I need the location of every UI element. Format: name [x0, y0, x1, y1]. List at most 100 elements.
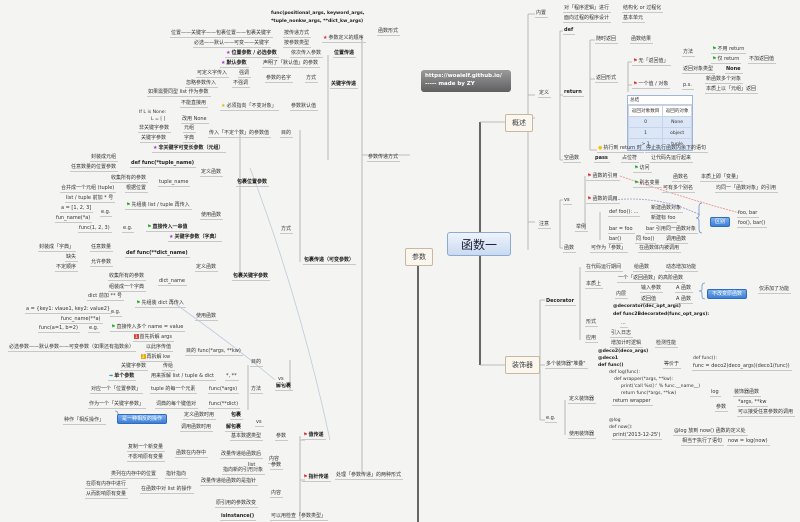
topic-params[interactable]: 参数: [405, 248, 433, 266]
mindmap-node-params[interactable]: 先组装 dict 再传入: [135, 300, 186, 308]
mindmap-node-params[interactable]: *tuple_nonkw_args, **dict_kw_args): [271, 19, 364, 24]
mindmap-node-decorator[interactable]: def func():: [693, 356, 717, 361]
mindmap-node-params[interactable]: e.g.: [100, 209, 113, 217]
mindmap-node-params[interactable]: 使用函数: [200, 212, 224, 220]
mindmap-node-params[interactable]: 非关键字参数: [138, 125, 172, 133]
mindmap-node-decorator[interactable]: log: [710, 389, 721, 397]
mindmap-node-params[interactable]: 必选——默认——可变——关键字: [193, 40, 272, 48]
mindmap-node-params[interactable]: 收集所有的参数: [108, 273, 147, 281]
mindmap-node-params[interactable]: 函数在内存中: [175, 450, 209, 458]
mindmap-node-overview[interactable]: pass: [594, 155, 610, 163]
mindmap-node-params[interactable]: 如果需要同型 list 作为参数: [147, 89, 211, 97]
mindmap-node-params[interactable]: 位置参数 / 必选参数: [225, 50, 279, 58]
mindmap-node-decorator[interactable]: 定义装饰器: [568, 396, 597, 404]
mindmap-node-params[interactable]: 直接传入多个 name = value: [110, 324, 186, 332]
mindmap-node-params[interactable]: 可以用检查「参数类型」: [270, 513, 329, 521]
mindmap-node-decorator[interactable]: func = deco2(deco_args)(deco1(func)): [692, 363, 792, 371]
mindmap-node-params[interactable]: list: [247, 462, 258, 470]
mindmap-node-notes[interactable]: 同 foo(): [635, 236, 657, 244]
mindmap-node-params[interactable]: 方法: [250, 386, 264, 394]
mindmap-node-params[interactable]: 从而影响原有变量: [85, 491, 129, 499]
mindmap-node-params[interactable]: 原引用的参数改变: [215, 500, 259, 508]
mindmap-node-decorator[interactable]: A 函数: [675, 285, 694, 293]
mindmap-node-params[interactable]: 不强调: [232, 80, 251, 88]
mindmap-node-params[interactable]: def func(*tuple_name): [130, 160, 196, 168]
mindmap-node-decorator[interactable]: 动态增加功能: [665, 264, 699, 272]
mindmap-node-decorator[interactable]: ...: [620, 320, 628, 328]
mindmap-node-decorator[interactable]: 相当于执行了语句: [681, 438, 725, 446]
mindmap-node-notes[interactable]: 注意: [538, 221, 552, 229]
mindmap-node-params[interactable]: vs: [255, 419, 264, 427]
mindmap-node-params[interactable]: 在函数中对 list 的操作: [140, 486, 194, 494]
mindmap-node-notes[interactable]: 调用函数: [665, 236, 689, 244]
mindmap-node-params[interactable]: 关键字参数（字典）: [168, 234, 222, 242]
mindmap-node-decorator[interactable]: 可以接受任意参数的调用: [737, 409, 796, 417]
mindmap-node-params[interactable]: 包裹: [230, 412, 244, 420]
mindmap-node-params[interactable]: 直接传入一串值: [146, 224, 190, 232]
mindmap-node-overview[interactable]: 无「返回值」: [632, 58, 671, 66]
mindmap-node-params[interactable]: 在原有内存中进行: [85, 481, 129, 489]
mindmap-node-params[interactable]: tuple_name: [158, 179, 191, 187]
mindmap-node-notes[interactable]: bar(): [608, 236, 624, 244]
mindmap-node-params[interactable]: *, **: [225, 373, 239, 381]
mindmap-node-params[interactable]: 定义函数: [200, 169, 224, 177]
mindmap-node-notes[interactable]: 函数名: [672, 174, 691, 182]
mindmap-node-params[interactable]: 单个参数: [108, 373, 137, 381]
mindmap-node-params[interactable]: 必须指向「不变对象」: [220, 103, 279, 111]
mindmap-node-notes[interactable]: bar 引用同一函数对象: [645, 226, 698, 234]
center-topic[interactable]: 函数一: [447, 232, 511, 256]
mindmap-node-overview[interactable]: 不用 return: [711, 46, 747, 54]
mindmap-node-notes[interactable]: 函数的引用: [586, 173, 620, 181]
mindmap-node-notes[interactable]: 新建标 foo: [650, 215, 678, 223]
mindmap-node-overview[interactable]: 定义: [538, 90, 552, 98]
mindmap-node-params[interactable]: 按传递方式: [283, 30, 312, 38]
mindmap-node-params[interactable]: 字典: [183, 135, 197, 143]
mindmap-node-overview[interactable]: 执行到 return 时: [597, 145, 644, 153]
mindmap-node-params[interactable]: 位置传递: [333, 50, 357, 58]
mindmap-node-decorator[interactable]: now = log(now): [727, 438, 770, 446]
mindmap-node-overview[interactable]: 内置: [535, 10, 549, 18]
mindmap-node-params[interactable]: 是一种相反的操作: [117, 414, 168, 424]
mindmap-node-params[interactable]: dict_name: [158, 278, 187, 286]
mindmap-node-decorator[interactable]: def wrapper(*args, **kw):: [614, 377, 674, 382]
mindmap-node-overview[interactable]: 新函数多个对象: [705, 76, 744, 84]
mindmap-node-params[interactable]: 用来拆解 list / tuple & dict: [150, 373, 216, 381]
mindmap-node-decorator[interactable]: @decorator(dec_opt_args): [613, 304, 681, 309]
mindmap-node-params[interactable]: 传给: [162, 363, 176, 371]
mindmap-node-params[interactable]: 再拆解 kw: [140, 354, 173, 362]
mindmap-node-overview[interactable]: 面向过程的程序设计: [563, 15, 612, 23]
mindmap-node-params[interactable]: 依次传入参数: [290, 50, 324, 58]
mindmap-node-params[interactable]: 指针传递: [302, 474, 331, 482]
mindmap-node-params[interactable]: 解包裹: [275, 383, 294, 391]
mindmap-node-decorator[interactable]: 检测性能: [655, 340, 679, 348]
mindmap-node-params[interactable]: 内容: [270, 490, 284, 498]
mindmap-node-decorator[interactable]: return wrapper: [612, 398, 653, 406]
mindmap-node-params[interactable]: 复制一个新变量: [127, 444, 166, 452]
mindmap-node-params[interactable]: 封装成元组: [90, 154, 119, 162]
mindmap-node-decorator[interactable]: 不改变原函数: [707, 289, 748, 299]
mindmap-node-params[interactable]: 指针指向: [165, 471, 189, 479]
mindmap-node-decorator[interactable]: 引入日志: [610, 330, 634, 338]
mindmap-node-params[interactable]: 先组装 list / tuple 再传入: [125, 202, 192, 210]
mindmap-node-params[interactable]: 允许参数: [90, 259, 114, 267]
mindmap-node-params[interactable]: a = {key1: vlaue1, key2: value2}: [25, 306, 113, 314]
mindmap-node-params[interactable]: 组装成一个字典: [108, 284, 147, 292]
mindmap-node-params[interactable]: 参数定义的顺序: [322, 35, 366, 43]
mindmap-node-params[interactable]: 指向新的引用对象: [222, 467, 266, 475]
mindmap-node-decorator[interactable]: 内层: [615, 291, 629, 299]
mindmap-node-decorator[interactable]: Decorator: [545, 298, 577, 306]
mindmap-node-overview[interactable]: 本质上以「元组」返回: [705, 86, 759, 94]
mindmap-node-params[interactable]: 不影响原有变量: [127, 454, 166, 462]
mindmap-node-notes[interactable]: 区别: [710, 217, 731, 227]
mindmap-node-params[interactable]: 解包裹: [225, 424, 244, 432]
mindmap-node-notes[interactable]: def foo(): ...: [608, 209, 641, 217]
mindmap-node-params[interactable]: 位置——关键字——包裹位置——包裹关键字: [170, 30, 274, 38]
mindmap-node-overview[interactable]: 占位符: [621, 155, 640, 163]
mindmap-node-decorator[interactable]: 在代码运行期间: [585, 264, 624, 272]
mindmap-node-params[interactable]: func_name(**a): [60, 316, 103, 324]
mindmap-node-notes[interactable]: 可有多个别名: [662, 185, 696, 193]
mindmap-node-params[interactable]: 改用 None: [181, 116, 209, 124]
mindmap-node-overview[interactable]: 方法: [682, 49, 696, 57]
mindmap-node-params[interactable]: 对应一个「位置参数」: [90, 386, 144, 394]
mindmap-node-decorator[interactable]: A 函数: [675, 296, 694, 304]
